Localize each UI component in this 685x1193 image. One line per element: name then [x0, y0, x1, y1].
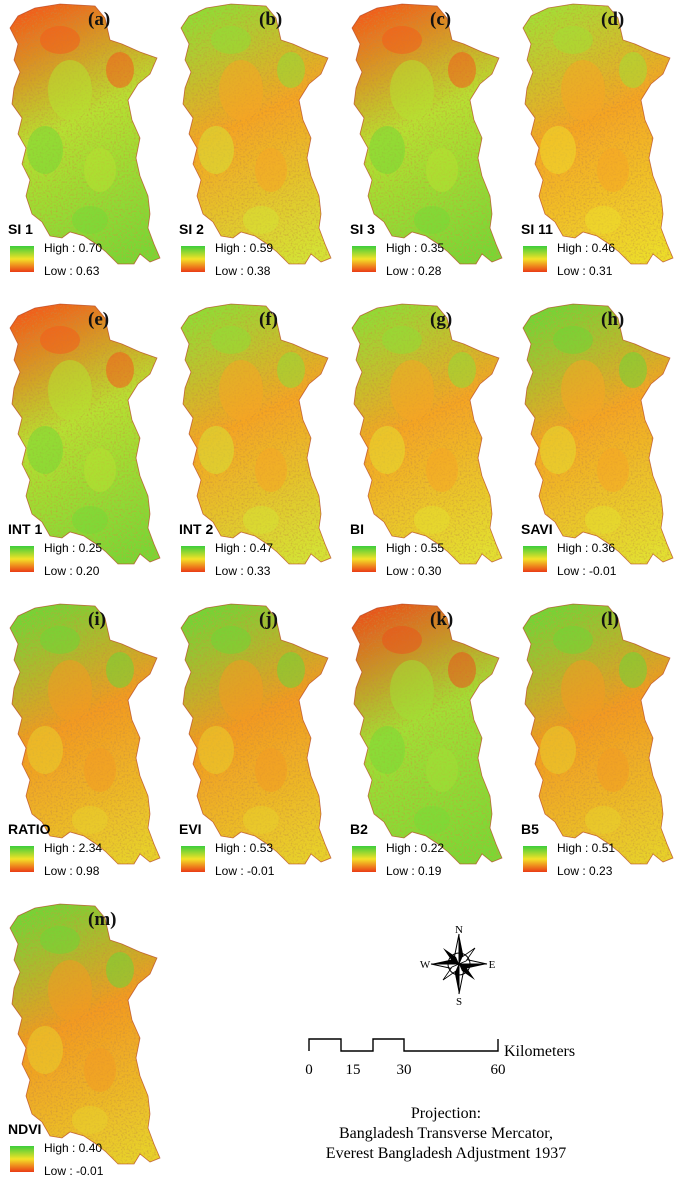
scale-bar: Kilometers 0 15 30 60: [305, 1038, 575, 1078]
legend-low: Low : 0.31: [557, 264, 613, 278]
panel-letter: (h): [601, 309, 624, 330]
legend-low: Low : -0.01: [44, 1164, 104, 1178]
compass-e: E: [489, 959, 496, 971]
legend-ramp: [523, 546, 547, 572]
legend-high: High : 0.46: [557, 241, 615, 255]
legend-high: High : 0.36: [557, 541, 615, 555]
legend-ramp: [10, 546, 34, 572]
panel-letter: (f): [259, 309, 278, 330]
legend-ramp: [352, 246, 376, 272]
index-name: SI 11: [521, 221, 553, 237]
legend-high: High : 0.35: [386, 241, 444, 255]
map-panel-k: (k) B2 High : 0.22 Low : 0.19: [350, 603, 503, 878]
panel-letter: (e): [88, 309, 109, 330]
map-panel-a: (a) SI 1 High : 0.70 Low : 0.63: [8, 3, 161, 278]
legend-high: High : 0.55: [386, 541, 444, 555]
index-name: NDVI: [8, 1121, 41, 1137]
index-name: B2: [350, 821, 368, 837]
legend-ramp: [10, 846, 34, 872]
legend-ramp: [352, 846, 376, 872]
legend-ramp: [181, 546, 205, 572]
index-name: BI: [350, 521, 364, 537]
index-name: EVI: [179, 821, 202, 837]
legend-low: Low : 0.20: [44, 564, 100, 578]
map-panel-c: (c) SI 3 High : 0.35 Low : 0.28: [350, 3, 503, 278]
map-panel-h: (h) SAVI High : 0.36 Low : -0.01: [521, 303, 674, 578]
panel-letter: (a): [88, 9, 110, 30]
index-name: RATIO: [8, 821, 51, 837]
compass-w: W: [420, 959, 431, 971]
compass-n: N: [455, 924, 463, 936]
projection-title: Projection:: [411, 1105, 481, 1122]
map-panel-l: (l) B5 High : 0.51 Low : 0.23: [521, 603, 674, 878]
compass-s: S: [456, 996, 462, 1008]
legend-low: Low : -0.01: [557, 564, 617, 578]
legend-low: Low : 0.30: [386, 564, 442, 578]
legend-high: High : 0.59: [215, 241, 273, 255]
index-name: SI 2: [179, 221, 204, 237]
legend-ramp: [10, 246, 34, 272]
north-arrow-icon: N S E W: [420, 924, 496, 1008]
legend-low: Low : 0.28: [386, 264, 442, 278]
legend-high: High : 0.25: [44, 541, 102, 555]
legend-high: High : 0.40: [44, 1141, 102, 1155]
panel-letter: (c): [430, 9, 451, 30]
index-name: INT 1: [8, 521, 42, 537]
projection-line2: Everest Bangladesh Adjustment 1937: [326, 1145, 566, 1162]
map-raster: [352, 304, 502, 564]
legend-high: High : 0.70: [44, 241, 102, 255]
index-name: SI 3: [350, 221, 375, 237]
scale-tick-0: 0: [305, 1062, 313, 1078]
legend-low: Low : 0.33: [215, 564, 271, 578]
panel-letter: (i): [88, 609, 106, 630]
map-raster: [181, 304, 331, 564]
map-panel-g: (g) BI High : 0.55 Low : 0.30: [350, 303, 503, 578]
projection-line1: Bangladesh Transverse Mercator,: [339, 1125, 553, 1142]
legend-high: High : 2.34: [44, 841, 102, 855]
legend-low: Low : 0.23: [557, 864, 613, 878]
legend-ramp: [10, 1146, 34, 1172]
panel-letter: (l): [601, 609, 619, 630]
legend-low: Low : 0.63: [44, 264, 100, 278]
legend-low: Low : -0.01: [215, 864, 275, 878]
projection-note: Projection: Bangladesh Transverse Mercat…: [326, 1105, 566, 1162]
map-panel-d: (d) SI 11 High : 0.46 Low : 0.31: [521, 3, 674, 278]
legend-ramp: [181, 846, 205, 872]
legend-high: High : 0.51: [557, 841, 615, 855]
scale-unit: Kilometers: [504, 1043, 575, 1060]
legend-high: High : 0.22: [386, 841, 444, 855]
panel-letter: (k): [430, 609, 453, 630]
legend-ramp: [523, 846, 547, 872]
legend-high: High : 0.47: [215, 541, 273, 555]
map-panel-j: (j) EVI High : 0.53 Low : -0.01: [179, 603, 332, 878]
index-name: SI 1: [8, 221, 33, 237]
legend-ramp: [181, 246, 205, 272]
map-panel-b: (b) SI 2 High : 0.59 Low : 0.38: [179, 3, 332, 278]
map-panel-i: (i) RATIO High : 2.34 Low : 0.98: [8, 603, 161, 878]
panel-letter: (m): [88, 909, 116, 930]
legend-low: Low : 0.19: [386, 864, 442, 878]
legend-low: Low : 0.38: [215, 264, 271, 278]
panel-letter: (b): [259, 9, 282, 30]
legend-ramp: [523, 246, 547, 272]
scale-tick-60: 60: [491, 1062, 506, 1078]
panel-letter: (j): [259, 609, 278, 630]
panel-letter: (g): [430, 309, 452, 330]
legend-ramp: [352, 546, 376, 572]
index-name: B5: [521, 821, 539, 837]
legend-low: Low : 0.98: [44, 864, 100, 878]
scale-tick-30: 30: [397, 1062, 412, 1078]
legend-high: High : 0.53: [215, 841, 273, 855]
panel-letter: (d): [601, 9, 624, 30]
scale-tick-15: 15: [346, 1062, 361, 1078]
index-name: INT 2: [179, 521, 213, 537]
map-raster: [352, 604, 502, 864]
index-name: SAVI: [521, 521, 553, 537]
